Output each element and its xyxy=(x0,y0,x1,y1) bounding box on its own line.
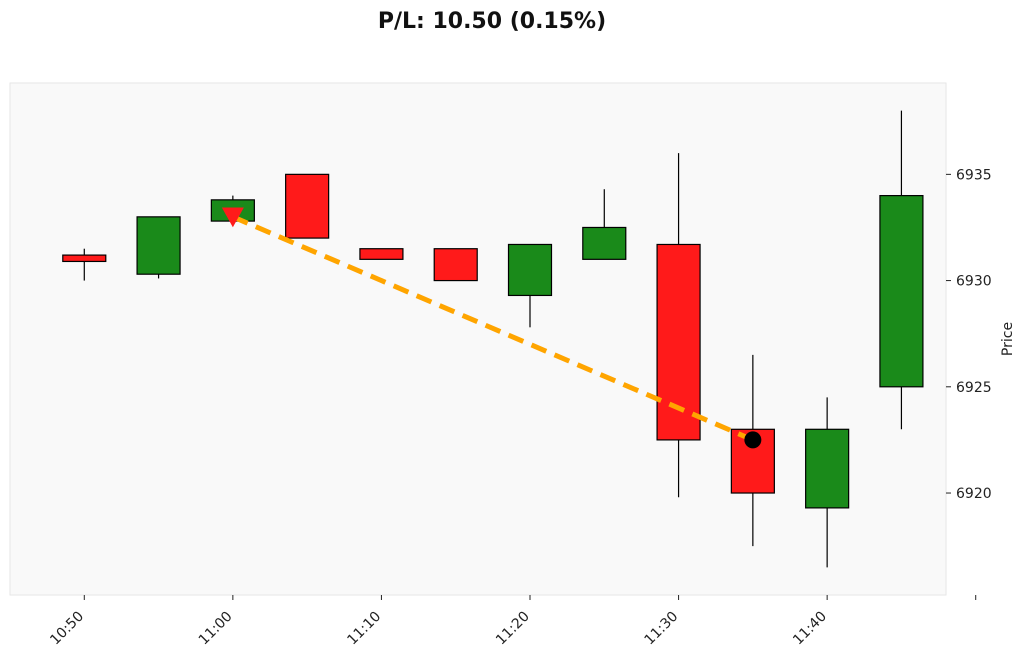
x-tick-label: 10:50 xyxy=(47,609,87,649)
candle xyxy=(136,216,181,279)
y-tick-label: 6920 xyxy=(956,486,992,502)
candle-body-up xyxy=(582,226,627,260)
candle xyxy=(805,397,850,568)
candle xyxy=(507,243,553,328)
y-tick-label: 6935 xyxy=(956,167,992,183)
trade-layer xyxy=(221,207,762,449)
x-tick-label: 11:10 xyxy=(344,609,384,649)
candle-body-down xyxy=(359,248,404,260)
x-axis: 10:50 11:00 11:10 11:20 11:30 11:40 xyxy=(47,595,977,649)
candle-body-up xyxy=(507,243,553,297)
candle xyxy=(582,189,627,260)
chart-title: P/L: 10.50 (0.15%) xyxy=(378,9,606,34)
candle xyxy=(433,248,478,282)
x-tick-label: 11:20 xyxy=(493,609,533,649)
plot-area xyxy=(9,82,947,596)
y-axis-label: Price xyxy=(1000,322,1016,356)
x-tick-label: 11:00 xyxy=(196,609,236,649)
x-tick-label: 11:40 xyxy=(790,609,830,649)
trade-line xyxy=(231,214,754,443)
candle xyxy=(879,110,924,430)
candle xyxy=(359,248,404,260)
x-tick-label: 11:30 xyxy=(642,609,682,649)
exit-marker xyxy=(744,431,762,449)
candle-body-up xyxy=(136,216,181,275)
candle-body-down xyxy=(62,254,107,263)
candle-body-up xyxy=(879,194,924,388)
candle-body-down xyxy=(433,248,478,282)
candle xyxy=(285,173,330,239)
y-axis: 6920 6925 6930 6935 xyxy=(946,167,992,502)
entry-marker xyxy=(221,207,244,228)
candle xyxy=(62,248,107,281)
candle-body-down xyxy=(285,173,330,239)
y-tick-label: 6925 xyxy=(956,380,992,396)
candle-body-up xyxy=(805,428,850,509)
y-tick-label: 6930 xyxy=(956,274,992,290)
